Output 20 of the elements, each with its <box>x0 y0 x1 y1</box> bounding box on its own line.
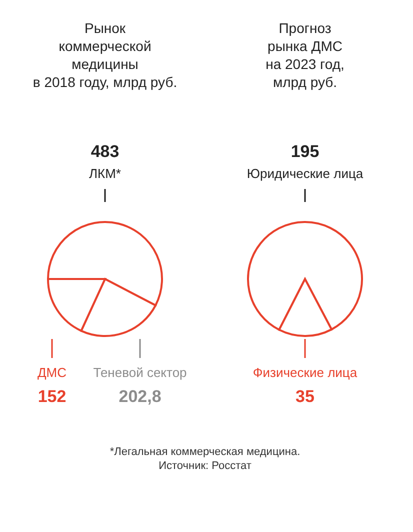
text: *Легальная коммерческая медицина. <box>110 446 300 458</box>
slice-label: ЛКМ* <box>89 166 121 181</box>
text: Источник: Росстат <box>158 460 252 472</box>
text: медицины <box>72 56 138 72</box>
slice-label: Теневой сектор <box>93 365 187 380</box>
data-label: 483 <box>90 142 120 161</box>
data-label: 35 <box>296 387 314 406</box>
text: Рынок <box>84 20 126 36</box>
text: рынка ДМС <box>268 38 342 54</box>
text: коммерческой <box>58 38 152 54</box>
slice-label: Физические лица <box>252 365 358 380</box>
data-label: 202,8 <box>118 387 162 406</box>
text: на 2023 год, <box>266 56 344 72</box>
slice-label: Юридические лица <box>246 166 364 181</box>
text: млрд руб. <box>272 74 338 90</box>
text: Прогноз <box>278 20 332 36</box>
text: в 2018 году, млрд руб. <box>32 74 178 90</box>
legend-label: ДМС <box>37 365 67 380</box>
data-label: 152 <box>38 387 66 406</box>
data-label: 195 <box>290 142 320 161</box>
